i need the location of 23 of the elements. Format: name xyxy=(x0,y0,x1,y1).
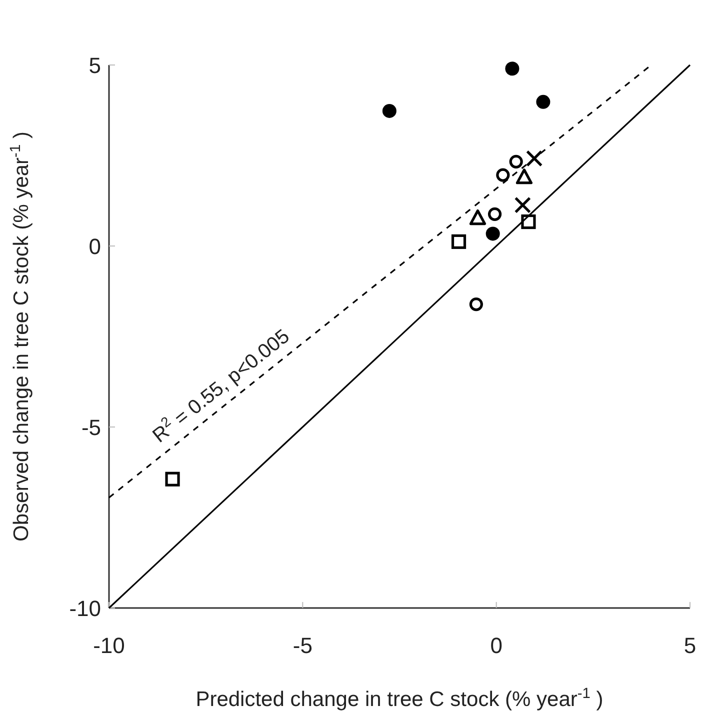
y-tick-label: -5 xyxy=(81,415,101,440)
point xyxy=(526,150,543,167)
x-tick-label: 0 xyxy=(490,633,502,658)
point xyxy=(488,207,502,221)
y-tick-label: 5 xyxy=(88,53,101,78)
point xyxy=(451,234,466,249)
x-axis-title: Predicted change in tree C stock (% year$^{-1}$) xyxy=(196,686,604,711)
point xyxy=(382,104,396,118)
point xyxy=(505,62,520,76)
x-tick-label: 5 xyxy=(684,633,696,658)
y-tick-label: -10 xyxy=(69,596,101,621)
y-tick-label: 0 xyxy=(88,234,101,259)
point xyxy=(509,154,523,168)
point xyxy=(469,297,483,312)
point xyxy=(536,94,550,109)
x-tick-label: -5 xyxy=(292,633,312,658)
point xyxy=(165,472,180,486)
point xyxy=(496,168,510,182)
point xyxy=(486,226,500,241)
point xyxy=(521,214,536,230)
point xyxy=(469,209,486,226)
point xyxy=(514,196,531,214)
point xyxy=(516,168,533,184)
